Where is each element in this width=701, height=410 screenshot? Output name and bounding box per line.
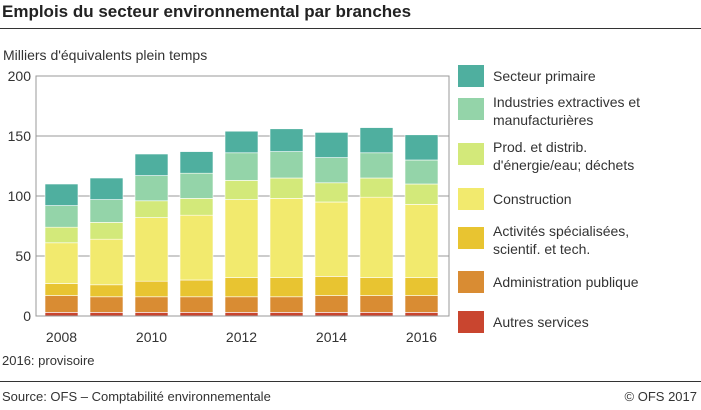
bar-segment: [359, 127, 394, 154]
legend-label: Secteur primaire: [493, 68, 596, 84]
y-tick-label: 200: [8, 68, 32, 84]
legend-swatch: [458, 227, 484, 249]
bar-segment: [179, 172, 214, 199]
bar-segment: [404, 159, 439, 185]
bar-segment: [89, 177, 124, 200]
bar-segment: [89, 238, 124, 286]
bar-segment: [134, 312, 169, 317]
legend-label: Autres services: [493, 314, 589, 330]
bar-segment: [359, 277, 394, 296]
title-rule: [0, 28, 701, 29]
y-tick-label: 150: [8, 128, 32, 144]
bar-segment: [224, 296, 259, 313]
provisional-note: 2016: provisoire: [2, 353, 95, 368]
bar-segment: [89, 199, 124, 223]
bar-segment: [404, 312, 439, 317]
bar-segment: [134, 153, 169, 176]
bar-segment: [179, 279, 214, 298]
bar-segment: [89, 312, 124, 317]
bar-segment: [89, 284, 124, 298]
legend-label: Administration publique: [493, 274, 639, 290]
x-tick-label: 2016: [406, 329, 437, 345]
bar-segment: [269, 277, 304, 298]
bar-segment: [404, 204, 439, 278]
y-axis-label: Milliers d'équivalents plein temps: [3, 47, 208, 63]
bar-segment: [314, 157, 349, 184]
bar-segment: [179, 198, 214, 216]
legend-label: Industries extractives et manufacturière…: [493, 94, 641, 128]
bar-segment: [269, 296, 304, 313]
bar-segment: [134, 280, 169, 298]
legend-swatch: [458, 98, 484, 120]
bar-segment: [224, 180, 259, 200]
bar-segment: [269, 151, 304, 179]
bar-segment: [179, 214, 214, 281]
bar-segment: [314, 132, 349, 158]
bar-segment: [314, 276, 349, 296]
y-tick-label: 100: [8, 188, 32, 204]
bar-segment: [404, 295, 439, 313]
y-tick-label: 0: [23, 308, 31, 324]
bar-segment: [359, 196, 394, 278]
legend-label: Activités spécialisées, scientif. et tec…: [493, 223, 630, 257]
bar-segment: [404, 277, 439, 296]
copyright-text: © OFS 2017: [624, 389, 697, 404]
legend-swatch: [458, 65, 484, 87]
bar-segment: [89, 296, 124, 313]
bar-segment: [224, 312, 259, 317]
bar-segment: [224, 277, 259, 298]
bar-segment: [134, 175, 169, 202]
bar-segment: [224, 152, 259, 181]
legend-swatch: [458, 143, 484, 165]
bar-segment: [89, 222, 124, 240]
bar-segment: [404, 183, 439, 205]
bar-segment: [359, 177, 394, 198]
x-tick-label: 2008: [46, 329, 77, 345]
bar-segment: [134, 296, 169, 313]
bar-segment: [224, 130, 259, 154]
bar-segment: [359, 152, 394, 179]
legend-swatch: [458, 188, 484, 210]
bar-segment: [359, 295, 394, 313]
chart-title: Emplois du secteur environnemental par b…: [2, 2, 412, 21]
bar-segment: [44, 312, 79, 317]
legend-swatch: [458, 271, 484, 293]
bar-segment: [404, 134, 439, 161]
bar-segment: [44, 295, 79, 313]
legend-label: Prod. et distrib. d'énergie/eau; déchets: [493, 139, 635, 173]
bar-segment: [44, 183, 79, 206]
bar-segment: [269, 198, 304, 278]
y-tick-label: 50: [15, 248, 31, 264]
bar-segment: [269, 312, 304, 317]
legend-label: Construction: [493, 191, 572, 207]
x-tick-label: 2012: [226, 329, 257, 345]
bar-segment: [44, 242, 79, 284]
bar-segment: [359, 312, 394, 317]
bar-segment: [179, 296, 214, 313]
bar-segment: [44, 283, 79, 296]
bar-segment: [179, 312, 214, 317]
bar-segment: [314, 312, 349, 317]
bar-segment: [269, 128, 304, 152]
bar-segment: [44, 205, 79, 228]
footer-rule: [0, 381, 701, 382]
x-tick-label: 2010: [136, 329, 167, 345]
source-text: Source: OFS – Comptabilité environnement…: [2, 389, 271, 404]
bar-segment: [179, 151, 214, 174]
bar-segment: [269, 177, 304, 199]
bar-segment: [314, 295, 349, 313]
bar-segment: [314, 201, 349, 277]
bar-segment: [314, 182, 349, 203]
bar-segment: [224, 199, 259, 278]
legend-swatch: [458, 311, 484, 333]
bar-segment: [134, 200, 169, 218]
bar-segment: [44, 226, 79, 244]
x-tick-label: 2014: [316, 329, 347, 345]
bar-segment: [134, 217, 169, 282]
